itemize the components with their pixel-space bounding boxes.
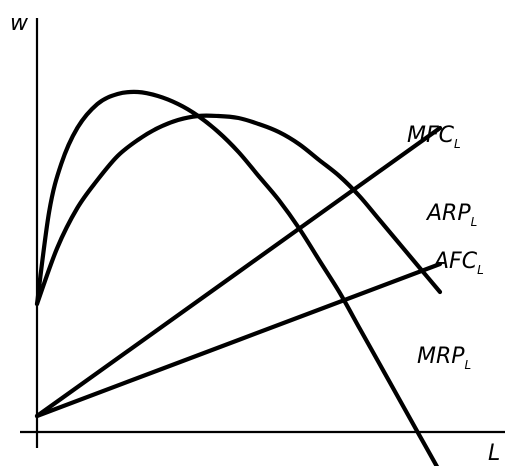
series-label-mrp: MRPL: [417, 344, 471, 372]
series-line-mfc: [34, 125, 443, 419]
series-label-mfc-subscript: L: [454, 137, 461, 151]
series-line-arp: [34, 113, 443, 307]
series-label-arp-name: ARP: [425, 201, 471, 226]
series-label-afc: AFCL: [432, 249, 484, 277]
series-label-arp-subscript: L: [471, 215, 478, 229]
series-line-mrp: [34, 89, 440, 466]
series-line-afc: [34, 261, 443, 419]
series-label-mrp-name: MRP: [417, 344, 465, 369]
series-label-afc-subscript: L: [477, 263, 484, 277]
series-label-mfc: MFCL: [407, 123, 461, 151]
series-label-mrp-subscript: L: [465, 358, 472, 372]
series-label-arp: ARPL: [425, 201, 477, 229]
series-label-afc-name: AFC: [432, 249, 478, 274]
x-axis-label: L: [488, 441, 500, 466]
series-label-mfc-name: MFC: [407, 123, 455, 148]
y-axis-label: w: [10, 11, 29, 36]
